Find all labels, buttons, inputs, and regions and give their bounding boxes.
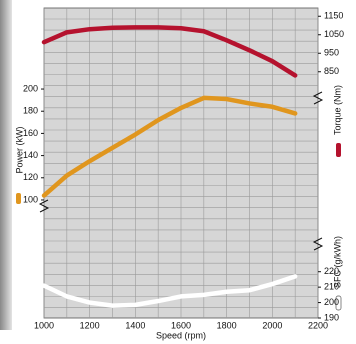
y-tick-label: 100: [23, 194, 38, 204]
y-tick-label: 200: [324, 297, 339, 307]
axis-break: [38, 199, 50, 213]
y-axis-label: SFC (g/kWh): [332, 236, 342, 288]
x-tick-label: 2000: [262, 320, 282, 330]
side-strip: [0, 0, 12, 330]
y-tick-label: 140: [23, 150, 38, 160]
x-tick-label: 1000: [34, 320, 54, 330]
y-tick-label: 1150: [324, 11, 343, 21]
y-tick-label: 220: [324, 266, 339, 276]
x-tick-label: 1400: [125, 320, 145, 330]
x-axis-label: Speed (rpm): [156, 330, 206, 340]
x-tick-label: 1200: [80, 320, 100, 330]
y-tick-label: 210: [324, 282, 339, 292]
y-tick-label: 120: [23, 172, 38, 182]
y-tick-label: 190: [324, 312, 339, 322]
axis-break: [312, 237, 324, 251]
y-axis-label: Power (kW): [14, 126, 24, 173]
y-tick-label: 200: [23, 83, 38, 93]
y-tick-label: 950: [324, 48, 339, 58]
legend-swatch: [335, 295, 342, 311]
y-tick-label: 180: [23, 106, 38, 116]
x-tick-label: 1800: [217, 320, 237, 330]
series-line: [41, 25, 298, 78]
axis-break: [312, 91, 324, 105]
x-tick-label: 2200: [308, 320, 328, 330]
series-line: [41, 95, 298, 198]
y-tick-label: 160: [23, 128, 38, 138]
y-axis-label: Torque (Nm): [332, 85, 342, 135]
series-line: [41, 274, 298, 308]
y-tick-label: 850: [324, 66, 339, 76]
x-tick-label: 1600: [171, 320, 191, 330]
y-tick-label: 1050: [324, 29, 344, 39]
legend-swatch: [336, 143, 341, 157]
legend-swatch: [16, 193, 21, 204]
